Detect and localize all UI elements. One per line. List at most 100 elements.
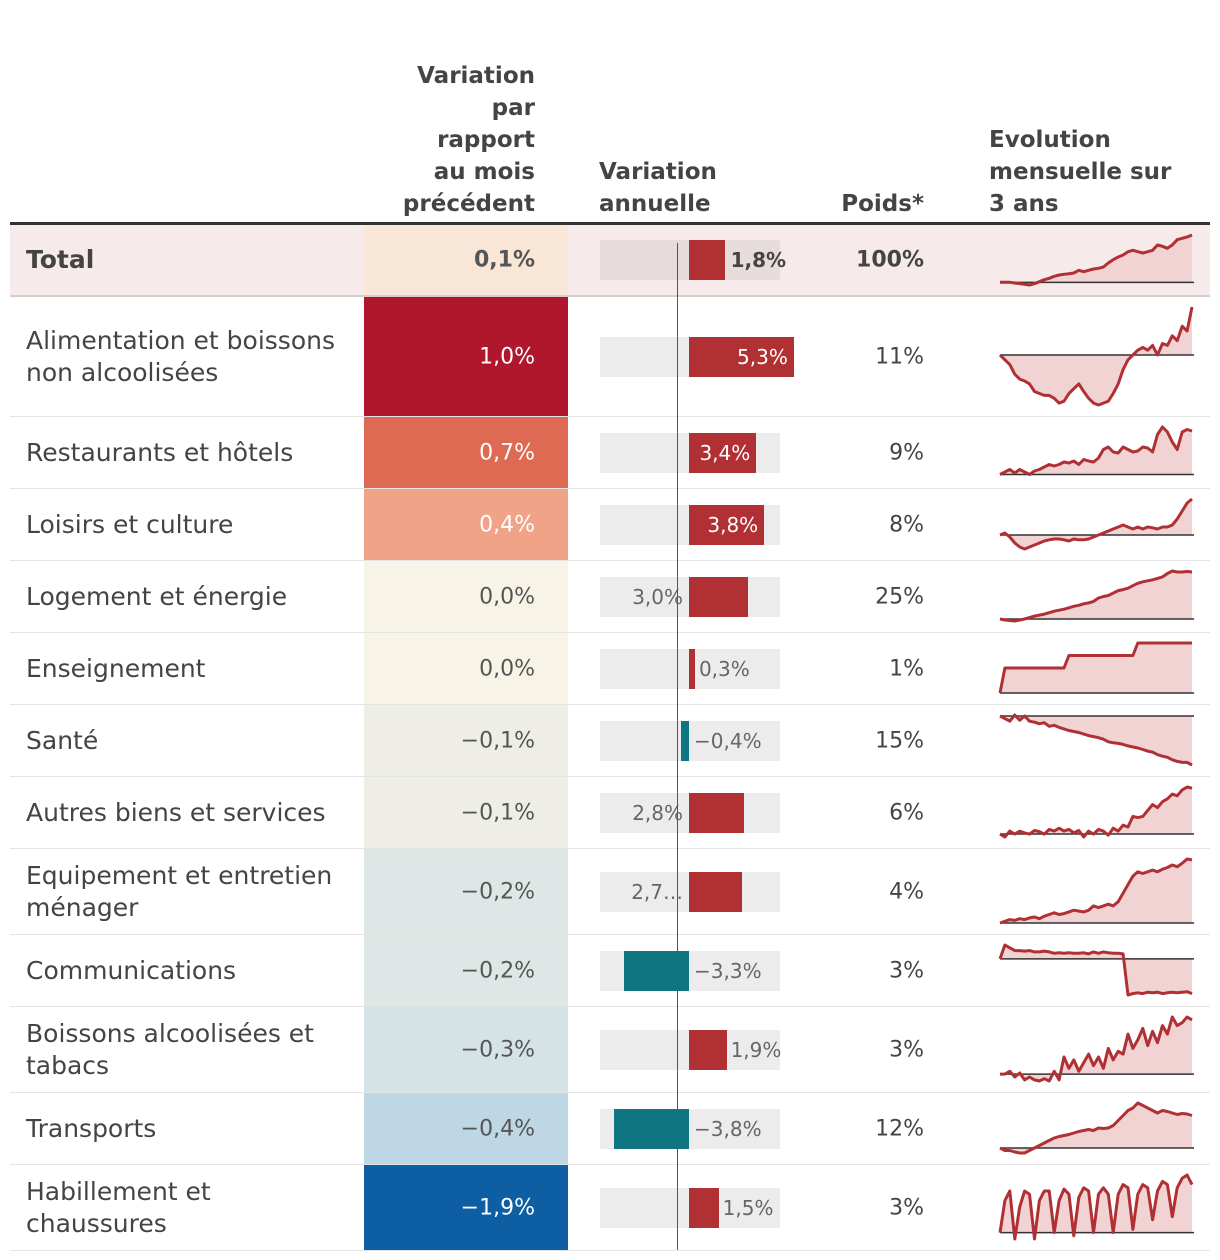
mom-cell: 1,0% (364, 297, 568, 416)
header-line: mensuelle sur (989, 159, 1172, 185)
mom-cell: −0,2% (364, 849, 568, 934)
weight-value: 6% (889, 800, 924, 825)
mom-cell: −0,1% (364, 777, 568, 848)
header-line: par (491, 95, 535, 121)
table-row: Logement et énergie 0,0% 3,0% 25% (10, 561, 1210, 633)
mom-value: −0,4% (460, 1116, 535, 1141)
mom-value: −1,9% (460, 1195, 535, 1220)
annual-bar (689, 504, 765, 545)
sparkline (999, 857, 1194, 925)
annual-bar (689, 871, 743, 912)
category-label: Habillement et chaussures (26, 1176, 211, 1238)
weight-value: 3% (889, 1037, 924, 1062)
annual-bar-track: −3,3% (600, 950, 780, 991)
sparkline (998, 641, 1194, 694)
sparkline-area (1000, 499, 1192, 549)
header-line: Variation (599, 159, 717, 185)
mom-value: 0,4% (479, 512, 535, 537)
header-mom-variation: Variation par rapport au mois précédent (403, 60, 535, 220)
annual-bar-track: 3,4% (600, 432, 780, 473)
annual-bar-track: 1,5% (600, 1187, 780, 1228)
table-row: Alimentation et boissons non alcoolisées… (10, 297, 1210, 417)
sparkline-area (1000, 571, 1192, 621)
table-row: Loisirs et culture 0,4% 3,8% 8% (10, 489, 1210, 561)
weight-value: 4% (889, 879, 924, 904)
category-label: Santé (26, 725, 99, 755)
annual-bar (689, 1187, 719, 1228)
sparkline (999, 425, 1194, 476)
header-line: au mois (433, 159, 535, 185)
mom-cell: 0,0% (364, 561, 568, 632)
sparkline (998, 306, 1194, 407)
category-label: Total (26, 245, 95, 274)
header-line: Evolution (989, 127, 1111, 153)
category-label: Logement et énergie (26, 581, 288, 611)
sparkline-area (1000, 1103, 1192, 1153)
annual-bar (681, 720, 689, 761)
header-line: 3 ans (989, 191, 1059, 217)
sparkline-line (999, 857, 1193, 925)
sparkline (999, 713, 1194, 767)
annual-label: 0,3% (698, 656, 750, 681)
header-rule (10, 222, 1210, 225)
category-label: Loisirs et culture (26, 509, 234, 539)
annual-bar (689, 1029, 727, 1070)
annual-bar (689, 792, 745, 833)
mom-cell: −0,4% (364, 1093, 568, 1164)
sparkline-line (1000, 233, 1193, 287)
sparkline-area (1000, 235, 1192, 285)
annual-bar (613, 1108, 689, 1149)
sparkline-line (999, 497, 1193, 551)
sparkline-line (998, 306, 1194, 407)
mom-value: 0,1% (473, 247, 535, 273)
annual-label: 5,3% (737, 344, 788, 369)
sparkline-area (1000, 307, 1192, 405)
annual-bar (689, 432, 757, 473)
sparkline (999, 1101, 1194, 1155)
annual-label: −3,8% (694, 1116, 762, 1141)
header-line: Variation (417, 63, 535, 89)
weight-value: 11% (875, 344, 924, 369)
sparkline-area (1000, 427, 1192, 475)
sparkline-line (998, 641, 1192, 694)
annual-label: 3,4% (699, 440, 751, 465)
sparkline-line (999, 1101, 1193, 1155)
sparkline-line (1000, 1015, 1193, 1083)
header-line: précédent (402, 191, 535, 217)
annual-bar (689, 576, 749, 617)
annual-bar (689, 336, 794, 377)
header-line: annuelle (599, 191, 711, 217)
weight-value: 12% (875, 1116, 924, 1141)
annual-bar (623, 950, 689, 991)
mom-cell: −1,9% (364, 1165, 568, 1250)
mom-cell: 0,0% (364, 633, 568, 704)
sparkline-line (999, 569, 1193, 623)
weight-value: 8% (889, 512, 924, 537)
annual-bar-track: −3,8% (600, 1108, 780, 1149)
mom-value: 0,0% (479, 656, 535, 681)
sparkline (1000, 233, 1194, 287)
mom-cell: −0,1% (364, 705, 568, 776)
annual-bar-track: 5,3% (600, 336, 794, 377)
annual-label: 1,8% (730, 248, 787, 272)
annual-zero-line (677, 243, 678, 1250)
weight-value: 3% (889, 958, 924, 983)
sparkline-line (998, 1173, 1194, 1241)
weight-value: 3% (889, 1195, 924, 1220)
annual-bar-track: 3,0% (600, 576, 780, 617)
annual-bar (689, 240, 725, 280)
sparkline-area (1000, 945, 1192, 995)
annual-label: 2,7… (631, 879, 684, 904)
category-label: Transports (26, 1113, 157, 1143)
mom-value: −0,1% (460, 728, 535, 753)
sparkline-line (999, 425, 1193, 476)
annual-bar-track: 1,9% (600, 1029, 781, 1070)
table-row: Habillement et chaussures −1,9% 1,5% 3% (10, 1165, 1210, 1251)
category-label: Equipement et entretien ménager (26, 860, 333, 922)
header-evolution: Evolution mensuelle sur 3 ans (989, 124, 1171, 220)
annual-bar-track: 3,8% (600, 504, 780, 545)
sparkline (1000, 1015, 1194, 1083)
mom-cell: −0,3% (364, 1007, 568, 1092)
header-line: rapport (437, 127, 535, 153)
mom-value: −0,2% (460, 958, 535, 983)
